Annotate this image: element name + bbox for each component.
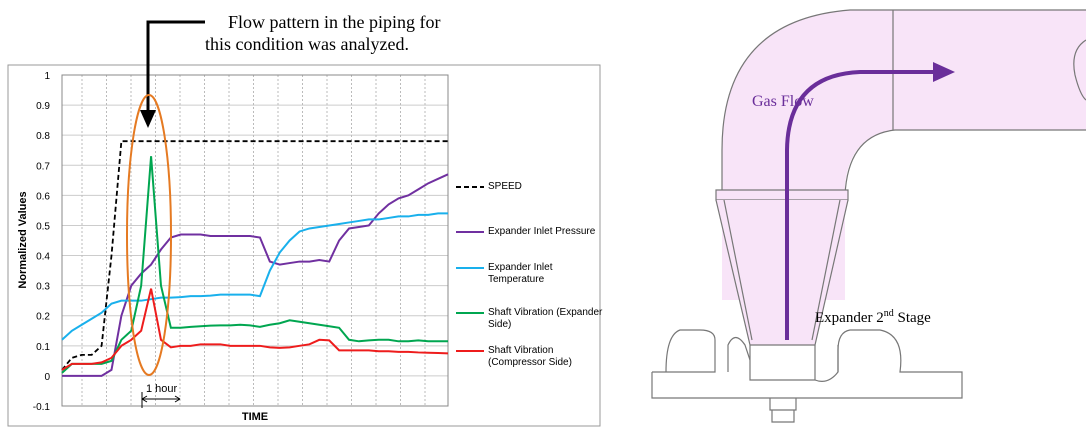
y-tick-label: 0.3 <box>36 282 50 293</box>
y-tick-label: 1 <box>44 71 50 82</box>
y-tick-label: 0 <box>44 372 50 383</box>
y-tick-label: -0.1 <box>33 402 51 413</box>
chart-frame <box>8 65 600 426</box>
legend-label: Shaft Vibration (Compressor Side) <box>488 345 603 369</box>
legend-label: Expander Inlet Pressure <box>488 226 603 238</box>
y-axis-label: Normalized Values <box>17 191 29 288</box>
y-tick-label: 0.6 <box>36 191 50 202</box>
annotation-arrow <box>148 22 205 112</box>
stage-label: Expander 2nd Stage <box>815 308 931 326</box>
legend-label: Expander Inlet Temperature <box>488 262 603 286</box>
legend-label: Shaft Vibration (Expander Side) <box>488 307 603 331</box>
y-tick-label: 0.8 <box>36 131 50 142</box>
y-tick-label: 0.1 <box>36 342 50 353</box>
series-line <box>62 156 448 373</box>
annotation-arrow-head <box>140 110 156 128</box>
y-tick-label: 0.4 <box>36 252 50 263</box>
y-tick-label: 0.2 <box>36 312 50 323</box>
x-axis-label: TIME <box>242 411 268 423</box>
plot: -0.1 0 0.1 0.2 0.3 0.4 0.5 0.6 0.7 0.8 0.9 1 <box>33 71 448 413</box>
plot-frame <box>62 75 448 406</box>
y-tick-label: 0.7 <box>36 161 50 172</box>
page: {"chart_data": {"type": "line", "annotat… <box>0 0 1086 428</box>
y-tick-label: 0.5 <box>36 221 50 232</box>
flow-label: Gas Flow <box>752 93 814 110</box>
duration-label: 1 hour <box>146 383 178 395</box>
legend-label: SPEED <box>488 181 603 193</box>
y-tick-label: 0.9 <box>36 101 50 112</box>
highlight-ellipse <box>127 95 171 375</box>
